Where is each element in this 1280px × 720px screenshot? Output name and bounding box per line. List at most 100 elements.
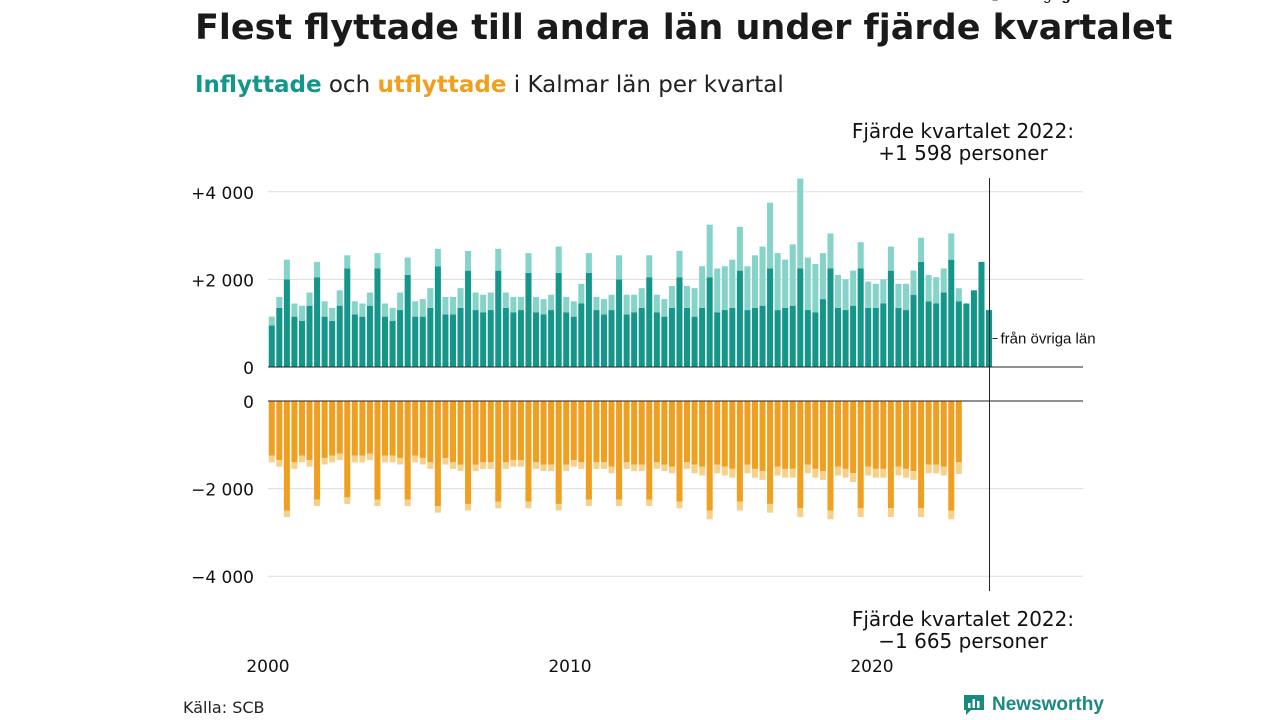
bar-outflow-domestic xyxy=(427,401,434,463)
bar-outflow-emigration xyxy=(276,460,283,467)
brand[interactable]: Newsworthy xyxy=(962,694,1104,716)
bar-outflow-emigration xyxy=(684,462,691,469)
bar-inflow-domestic xyxy=(653,312,660,367)
source-note: Källa: SCB xyxy=(183,698,265,717)
bar-inflow-immigration xyxy=(366,292,373,306)
bar-inflow-domestic xyxy=(668,307,675,367)
bar-outflow-domestic xyxy=(661,401,668,465)
bar-outflow-domestic xyxy=(955,401,962,463)
bar-outflow-emigration xyxy=(653,462,660,469)
bar-inflow-domestic xyxy=(623,314,630,367)
grid-layer xyxy=(268,191,1083,577)
bar-inflow-domestic xyxy=(570,316,577,367)
bar-outflow-emigration xyxy=(329,455,336,463)
bar-outflow-emigration xyxy=(819,471,826,480)
bar-outflow-domestic xyxy=(472,401,479,465)
bar-inflow-immigration xyxy=(646,255,653,278)
bar-outflow-emigration xyxy=(283,510,290,518)
bar-outflow-domestic xyxy=(306,401,313,461)
bar-outflow-domestic xyxy=(676,401,683,502)
axis-layer xyxy=(268,0,1083,591)
bar-inflow-immigration xyxy=(616,255,623,280)
bar-outflow-emigration xyxy=(774,466,781,476)
bar-outflow-domestic xyxy=(812,401,819,469)
bar-outflow-domestic xyxy=(434,401,441,507)
bar-outflow-domestic xyxy=(487,401,494,463)
bar-inflow-immigration xyxy=(465,250,472,271)
bar-outflow-domestic xyxy=(691,401,698,465)
bar-inflow-immigration xyxy=(623,294,630,315)
bar-outflow-emigration xyxy=(676,501,683,509)
bar-inflow-domestic xyxy=(336,305,343,367)
bar-outflow-emigration xyxy=(382,455,389,463)
bar-inflow-domestic xyxy=(351,314,358,367)
bar-inflow-domestic xyxy=(842,310,849,367)
bar-outflow-emigration xyxy=(631,464,638,472)
bar-outflow-domestic xyxy=(382,401,389,456)
bar-outflow-domestic xyxy=(397,401,404,458)
bar-outflow-emigration xyxy=(397,457,404,465)
bar-inflow-domestic xyxy=(298,321,305,367)
bar-outflow-emigration xyxy=(827,510,834,520)
bar-inflow-immigration xyxy=(955,288,962,302)
bar-outflow-domestic xyxy=(887,401,894,509)
bar-outflow-domestic xyxy=(548,401,555,465)
bar-inflow-immigration xyxy=(835,275,842,308)
bar-inflow-domestic xyxy=(442,314,449,367)
chart-subtitle: Inflyttade och utflyttade i Kalmar län p… xyxy=(195,72,784,98)
bar-inflow-domestic xyxy=(699,307,706,367)
bar-inflow-immigration xyxy=(585,253,592,273)
bar-inflow-immigration xyxy=(563,296,570,313)
bar-inflow-immigration xyxy=(555,246,562,273)
bar-outflow-domestic xyxy=(495,401,502,502)
bar-outflow-emigration xyxy=(736,501,743,511)
bar-inflow-immigration xyxy=(751,255,758,308)
bar-outflow-emigration xyxy=(751,468,758,478)
bar-inflow-immigration xyxy=(449,296,456,315)
bar-inflow-domestic xyxy=(880,303,887,367)
bar-inflow-domestic xyxy=(359,316,366,367)
bar-outflow-domestic xyxy=(653,401,660,463)
bar-outflow-domestic xyxy=(933,401,940,465)
bar-inflow-domestic xyxy=(638,307,645,367)
bar-inflow-domestic xyxy=(382,316,389,367)
bar-outflow-emigration xyxy=(895,466,902,476)
bar-outflow-domestic xyxy=(684,401,691,463)
bar-inflow-domestic xyxy=(782,307,789,367)
bar-outflow-emigration xyxy=(533,462,540,469)
bar-outflow-domestic xyxy=(646,401,653,500)
label-layer: 0 +2 000 +4 000 0 −2 000 −4 000 invandring från… xyxy=(191,0,1096,677)
bar-outflow-emigration xyxy=(872,468,879,478)
bar-outflow-emigration xyxy=(955,462,962,474)
bar-inflow-domestic xyxy=(276,307,283,367)
bar-inflow-domestic xyxy=(457,307,464,367)
bar-outflow-domestic xyxy=(940,401,947,467)
bar-outflow-domestic xyxy=(804,401,811,465)
bar-inflow-domestic xyxy=(412,316,419,367)
bar-inflow-immigration xyxy=(480,294,487,313)
bar-inflow-immigration xyxy=(744,266,751,311)
bar-outflow-domestic xyxy=(902,401,909,469)
bar-outflow-domestic xyxy=(668,401,675,467)
bar-outflow-domestic xyxy=(374,401,381,500)
bar-outflow-emigration xyxy=(940,466,947,476)
bar-outflow-emigration xyxy=(767,503,774,513)
bar-inflow-domestic xyxy=(389,321,396,367)
bar-outflow-emigration xyxy=(374,499,381,507)
bars-layer xyxy=(268,178,993,520)
bar-inflow-immigration xyxy=(276,296,283,308)
bar-inflow-immigration xyxy=(767,202,774,269)
bar-inflow-immigration xyxy=(382,303,389,317)
bar-inflow-domestic xyxy=(714,312,721,367)
bar-outflow-domestic xyxy=(298,401,305,456)
bar-outflow-emigration xyxy=(298,455,305,463)
bar-inflow-immigration xyxy=(842,279,849,311)
bar-inflow-domestic xyxy=(933,303,940,367)
bar-outflow-domestic xyxy=(857,401,864,509)
bar-outflow-domestic xyxy=(872,401,879,469)
bar-inflow-domestic xyxy=(963,303,970,367)
bar-inflow-domestic xyxy=(517,310,524,367)
bar-inflow-domestic xyxy=(555,272,562,367)
bar-outflow-domestic xyxy=(827,401,834,511)
